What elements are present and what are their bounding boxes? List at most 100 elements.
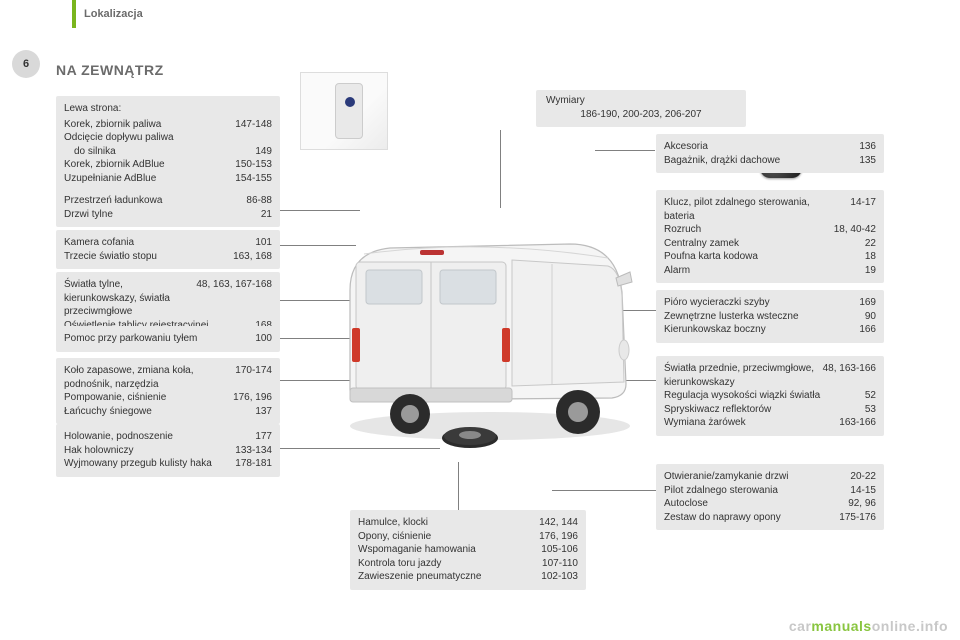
info-label: Kierunkowskaz boczny: [664, 323, 851, 337]
info-label: Otwieranie/zamykanie drzwi: [664, 470, 842, 484]
info-pages: 136: [859, 140, 876, 154]
info-row: Klucz, pilot zdalnego sterowania, bateri…: [664, 196, 876, 223]
box-cargo: Przestrzeń ładunkowa86-88Drzwi tylne21: [56, 188, 280, 227]
info-pages: 154-155: [235, 172, 272, 186]
info-row: Pilot zdalnego sterowania 14-15: [664, 484, 876, 498]
info-pages: 163, 168: [233, 250, 272, 264]
info-row: Autoclose92, 96: [664, 497, 876, 511]
footer-prefix: car: [789, 618, 812, 634]
info-pages: 86-88: [246, 194, 272, 208]
info-label: Zewnętrzne lusterka wsteczne: [664, 310, 857, 324]
info-row: Wyjmowany przegub kulisty haka 178-181: [64, 457, 272, 471]
device-photo: [300, 72, 388, 150]
box-parking-assist: Pomoc przy parkowaniu tyłem100: [56, 326, 280, 352]
info-pages: 178-181: [235, 457, 272, 471]
info-row: Przestrzeń ładunkowa86-88: [64, 194, 272, 208]
info-label: Wymiana żarówek: [664, 416, 831, 430]
box-camera: Kamera cofania101Trzecie światło stopu16…: [56, 230, 280, 269]
info-pages: 175-176: [839, 511, 876, 525]
info-pages: 163-166: [839, 416, 876, 430]
info-row: Drzwi tylne21: [64, 208, 272, 222]
info-label: Zestaw do naprawy opony: [664, 511, 831, 525]
info-row: Kontrola toru jazdy 107-110: [358, 557, 578, 571]
info-label: Autoclose: [664, 497, 840, 511]
info-label: Poufna karta kodowa: [664, 250, 857, 264]
info-label: Spryskiwacz reflektorów: [664, 403, 857, 417]
info-label: Hak holowniczy: [64, 444, 227, 458]
info-pages: 142, 144: [539, 516, 578, 530]
info-label: Regulacja wysokości wiązki światła: [664, 389, 857, 403]
info-row: Zestaw do naprawy opony 175-176: [664, 511, 876, 525]
callout-line: [552, 490, 656, 491]
info-row: Światła tylne, kierunkowskazy, światła p…: [64, 278, 272, 319]
info-row: Korek, zbiornik paliwa147-148: [64, 118, 272, 132]
box-left-side: Lewa strona: Korek, zbiornik paliwa147-1…: [56, 96, 280, 191]
info-row: Odcięcie dopływu paliwa: [64, 131, 272, 145]
info-pages: 133-134: [235, 444, 272, 458]
info-row: Pompowanie, ciśnienie176, 196: [64, 391, 272, 405]
info-row: Łańcuchy śniegowe137: [64, 405, 272, 419]
box-doors-remote: Otwieranie/zamykanie drzwi20-22Pilot zda…: [656, 464, 884, 530]
info-label: Korek, zbiornik AdBlue: [64, 158, 227, 172]
info-pages: 53: [865, 403, 876, 417]
info-pages: 48, 163, 167-168: [196, 278, 272, 319]
info-row: Kamera cofania101: [64, 236, 272, 250]
info-row: Otwieranie/zamykanie drzwi 20-22: [664, 470, 876, 484]
info-row: Rozruch 18, 40-42: [664, 223, 876, 237]
info-label: do silnika: [64, 145, 247, 159]
info-label: Kontrola toru jazdy: [358, 557, 534, 571]
info-pages: 102-103: [541, 570, 578, 584]
info-pages: 20-22: [850, 470, 876, 484]
info-row: Koło zapasowe, zmiana koła, podnośnik, n…: [64, 364, 272, 391]
info-label: Światła przednie, przeciwmgłowe, kierunk…: [664, 362, 815, 389]
info-pages: 105-106: [541, 543, 578, 557]
info-label: Wyjmowany przegub kulisty haka: [64, 457, 227, 471]
info-label: Światła tylne, kierunkowskazy, światła p…: [64, 278, 188, 319]
info-label: Łańcuchy śniegowe: [64, 405, 247, 419]
info-label: Alarm: [664, 264, 857, 278]
van-illustration: [320, 200, 640, 460]
info-row: Korek, zbiornik AdBlue150-153: [64, 158, 272, 172]
info-label: Bagażnik, drążki dachowe: [664, 154, 851, 168]
info-label: Uzupełnianie AdBlue: [64, 172, 227, 186]
info-pages: 14-17: [850, 196, 876, 223]
info-pages: 14-15: [850, 484, 876, 498]
info-pages: 147-148: [235, 118, 272, 132]
info-label: Opony, ciśnienie: [358, 530, 531, 544]
info-pages: 177: [255, 430, 272, 444]
info-pages: 52: [865, 389, 876, 403]
footer-mid: online: [872, 618, 916, 634]
info-row: Zawieszenie pneumatyczne102-103: [358, 570, 578, 584]
info-label: Pompowanie, ciśnienie: [64, 391, 225, 405]
info-label: Akcesoria: [664, 140, 851, 154]
info-label: Odcięcie dopływu paliwa: [64, 131, 264, 145]
callout-line: [458, 462, 459, 510]
info-row: Trzecie światło stopu163, 168: [64, 250, 272, 264]
box-wiper-mirrors: Pióro wycieraczki szyby 169Zewnętrzne lus…: [656, 290, 884, 343]
info-pages: 169: [859, 296, 876, 310]
section-accent-bar: [72, 0, 76, 28]
footer-accent: manuals: [811, 618, 871, 634]
info-label: Pilot zdalnego sterowania: [664, 484, 842, 498]
info-label: Klucz, pilot zdalnego sterowania, bateri…: [664, 196, 842, 223]
dim-label: Wymiary: [546, 94, 736, 108]
info-pages: 135: [859, 154, 876, 168]
info-pages: 48, 163-166: [823, 362, 876, 389]
info-pages: 90: [865, 310, 876, 324]
info-pages: 18, 40-42: [834, 223, 876, 237]
info-pages: 101: [255, 236, 272, 250]
callout-line: [595, 150, 655, 151]
info-pages: 107-110: [542, 557, 578, 571]
info-row: Światła przednie, przeciwmgłowe, kierunk…: [664, 362, 876, 389]
info-label: Rozruch: [664, 223, 826, 237]
info-pages: 100: [255, 332, 272, 346]
box-towing: Holowanie, podnoszenie 177 Hak holowniczy 1…: [56, 424, 280, 477]
info-row: Opony, ciśnienie176, 196: [358, 530, 578, 544]
box-front-lights: Światła przednie, przeciwmgłowe, kierunk…: [656, 356, 884, 436]
info-pages: 22: [865, 237, 876, 251]
info-label: Holowanie, podnoszenie: [64, 430, 247, 444]
box-spare-wheel: Koło zapasowe, zmiana koła, podnośnik, n…: [56, 358, 280, 424]
info-row: Alarm19: [664, 264, 876, 278]
info-label: Koło zapasowe, zmiana koła, podnośnik, n…: [64, 364, 227, 391]
info-label: Pióro wycieraczki szyby: [664, 296, 851, 310]
